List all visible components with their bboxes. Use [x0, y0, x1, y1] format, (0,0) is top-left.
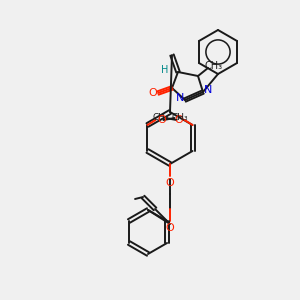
Text: H: H	[161, 65, 169, 75]
Text: O: O	[157, 115, 166, 125]
Text: N: N	[176, 93, 184, 103]
Text: O: O	[174, 115, 183, 125]
Text: CH₃: CH₃	[171, 112, 188, 122]
Text: O: O	[148, 88, 158, 98]
Text: N: N	[204, 85, 212, 95]
Text: O: O	[166, 223, 174, 233]
Text: CH₃: CH₃	[205, 61, 223, 71]
Text: O: O	[166, 178, 174, 188]
Text: CH₃: CH₃	[152, 112, 169, 122]
